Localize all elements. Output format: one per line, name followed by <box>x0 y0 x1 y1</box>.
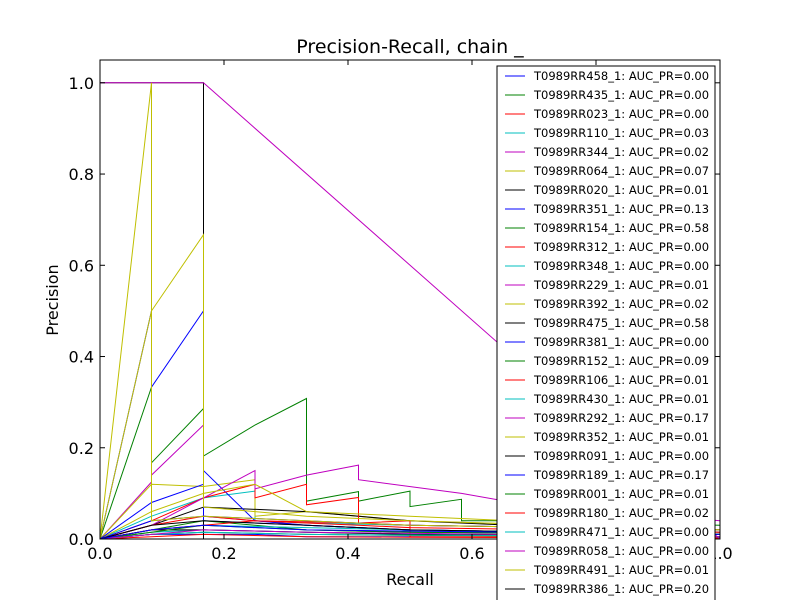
legend-entry-26: T0989RR491_1: AUC_PR=0.01 <box>533 563 709 577</box>
legend-entry-4: T0989RR344_1: AUC_PR=0.02 <box>533 145 709 159</box>
series-line-28 <box>100 524 720 539</box>
legend-entry-25: T0989RR058_1: AUC_PR=0.00 <box>533 544 709 558</box>
legend-entry-13: T0989RR475_1: AUC_PR=0.58 <box>533 316 709 330</box>
legend-entry-2: T0989RR023_1: AUC_PR=0.00 <box>533 107 709 121</box>
legend-box <box>496 65 716 600</box>
legend-entry-7: T0989RR351_1: AUC_PR=0.13 <box>533 202 709 216</box>
legend-entry-24: T0989RR471_1: AUC_PR=0.00 <box>533 525 709 539</box>
legend-entry-18: T0989RR292_1: AUC_PR=0.17 <box>533 411 709 425</box>
axis-ticks: 0.00.20.40.60.81.00.00.20.40.60.81.0 <box>69 60 733 563</box>
legend-entry-5: T0989RR064_1: AUC_PR=0.07 <box>533 164 709 178</box>
series-layer <box>100 82 720 539</box>
y-tick-label-1: 0.2 <box>69 439 94 458</box>
plot-frame <box>99 59 721 540</box>
legend-entry-10: T0989RR348_1: AUC_PR=0.00 <box>533 259 709 273</box>
legend-entry-3: T0989RR110_1: AUC_PR=0.03 <box>533 126 709 140</box>
y-axis-label: Precision <box>43 264 62 335</box>
x-tick-label-2: 0.4 <box>335 544 360 563</box>
legend-entry-9: T0989RR312_1: AUC_PR=0.00 <box>533 240 709 254</box>
legend-entry-1: T0989RR435_1: AUC_PR=0.00 <box>533 88 709 102</box>
legend-entry-6: T0989RR020_1: AUC_PR=0.01 <box>533 183 709 197</box>
legend-entry-21: T0989RR189_1: AUC_PR=0.17 <box>533 468 709 482</box>
y-tick-label-3: 0.6 <box>69 256 94 275</box>
x-tick-label-0: 0.0 <box>87 544 112 563</box>
x-tick-label-3: 0.6 <box>459 544 484 563</box>
series-line-9 <box>100 483 720 539</box>
legend-entry-0: T0989RR458_1: AUC_PR=0.00 <box>533 69 709 83</box>
legend-entry-23: T0989RR180_1: AUC_PR=0.02 <box>533 506 709 520</box>
x-tick-label-1: 0.2 <box>211 544 236 563</box>
series-line-19 <box>100 233 720 539</box>
legend-entry-27: T0989RR386_1: AUC_PR=0.20 <box>533 582 709 596</box>
x-axis-label: Recall <box>386 570 434 589</box>
legend-entry-19: T0989RR352_1: AUC_PR=0.01 <box>533 430 709 444</box>
series-line-25 <box>100 529 720 539</box>
legend: T0989RR458_1: AUC_PR=0.00 T0989RR435_1: A… <box>496 65 716 600</box>
series-line-26 <box>100 82 720 539</box>
legend-entry-20: T0989RR091_1: AUC_PR=0.00 <box>533 449 709 463</box>
y-tick-label-4: 0.8 <box>69 165 94 184</box>
legend-entry-11: T0989RR229_1: AUC_PR=0.01 <box>533 278 709 292</box>
series-line-11 <box>100 464 720 539</box>
legend-entry-17: T0989RR430_1: AUC_PR=0.01 <box>533 392 709 406</box>
y-tick-label-0: 0.0 <box>69 530 94 549</box>
legend-entry-15: T0989RR152_1: AUC_PR=0.09 <box>533 354 709 368</box>
series-line-8 <box>100 386 720 539</box>
legend-entry-12: T0989RR392_1: AUC_PR=0.02 <box>533 297 709 311</box>
chart-title: Precision-Recall, chain _ <box>296 36 524 58</box>
series-line-27 <box>100 520 720 539</box>
legend-entry-8: T0989RR154_1: AUC_PR=0.58 <box>533 221 709 235</box>
legend-entry-16: T0989RR106_1: AUC_PR=0.01 <box>533 373 709 387</box>
y-tick-label-2: 0.4 <box>69 348 94 367</box>
y-tick-label-5: 1.0 <box>69 74 94 93</box>
legend-entry-14: T0989RR381_1: AUC_PR=0.00 <box>533 335 709 349</box>
legend-entry-22: T0989RR001_1: AUC_PR=0.01 <box>533 487 709 501</box>
